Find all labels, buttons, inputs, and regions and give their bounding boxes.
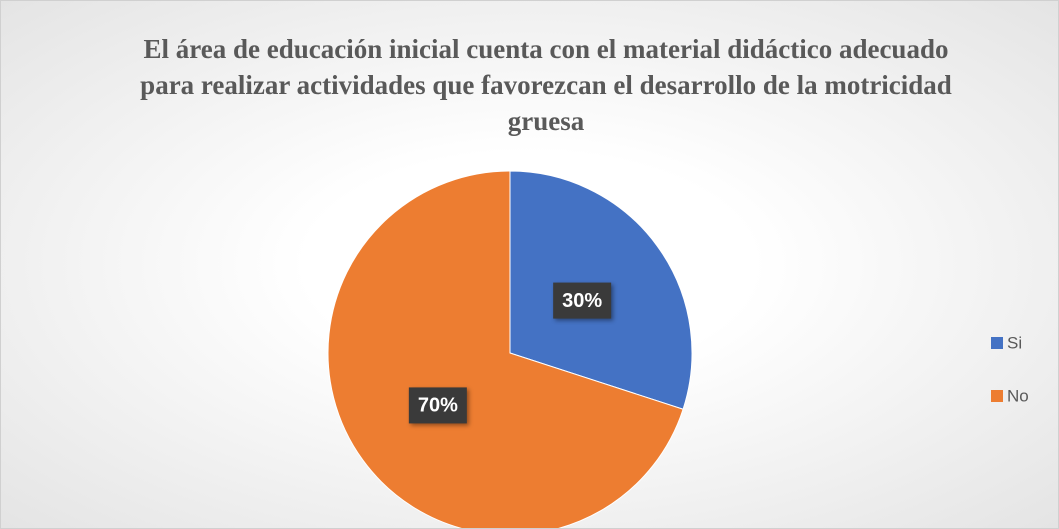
- legend-swatch: [991, 390, 1003, 402]
- pie-slice: [327, 170, 684, 528]
- data-label-box: [553, 282, 612, 319]
- chart-title: El área de educación inicial cuenta con …: [140, 34, 952, 136]
- data-label: 30%: [562, 290, 602, 312]
- legend-label: Si: [1007, 333, 1022, 352]
- data-label-box: [408, 387, 467, 424]
- legend-swatch: [991, 337, 1003, 349]
- data-label: 70%: [418, 395, 458, 417]
- legend-label: No: [1007, 386, 1029, 405]
